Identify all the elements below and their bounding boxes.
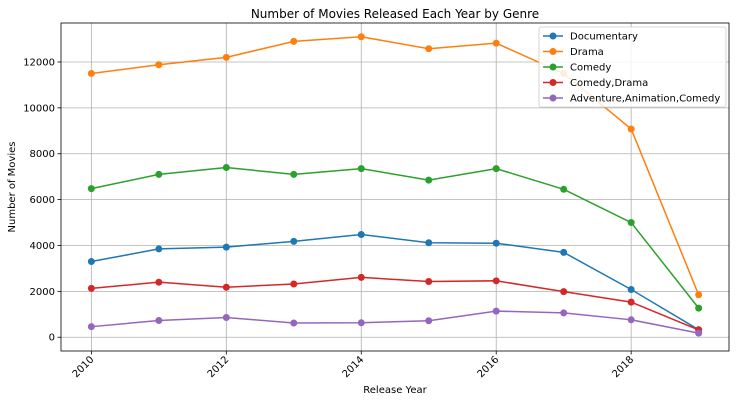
data-point <box>87 69 95 77</box>
data-point <box>357 273 365 281</box>
data-point <box>87 185 95 193</box>
legend-marker <box>549 32 557 40</box>
y-tick-label: 6000 <box>30 195 55 206</box>
data-point <box>357 230 365 238</box>
data-point <box>87 284 95 292</box>
x-axis-label: Release Year <box>363 385 427 396</box>
y-tick-label: 0 <box>49 333 55 344</box>
y-tick-label: 8000 <box>30 149 55 160</box>
data-point <box>627 286 635 294</box>
legend-label: Comedy,Drama <box>570 78 648 89</box>
data-point <box>222 314 230 322</box>
legend-box <box>538 26 727 108</box>
data-point <box>155 245 163 253</box>
legend-marker <box>549 48 557 55</box>
series-adventure-animation-comedy <box>87 307 703 337</box>
data-point <box>560 288 568 296</box>
data-point <box>155 316 163 324</box>
data-point <box>492 239 500 247</box>
data-point <box>492 277 500 285</box>
grid <box>61 23 729 351</box>
data-point <box>695 304 703 312</box>
legend-item-comedy: Comedy <box>543 63 611 74</box>
series-comedy <box>87 164 703 312</box>
data-point <box>290 37 298 45</box>
data-point <box>290 319 298 327</box>
legend-item-adventure-animation-comedy: Adventure,Animation,Comedy <box>543 94 720 105</box>
data-point <box>425 176 433 184</box>
data-point <box>492 307 500 315</box>
data-point <box>627 219 635 227</box>
data-point <box>357 165 365 173</box>
data-point <box>290 280 298 288</box>
data-point <box>492 165 500 173</box>
series-line <box>91 310 699 334</box>
y-tick-label: 4000 <box>30 241 55 252</box>
data-point <box>627 125 635 133</box>
legend-item-comedy-drama: Comedy,Drama <box>543 78 648 89</box>
y-tick-label: 10000 <box>23 103 55 114</box>
data-point <box>627 316 635 324</box>
data-point <box>425 239 433 247</box>
data-point <box>290 170 298 178</box>
data-point <box>560 248 568 256</box>
legend-label: Comedy <box>570 63 611 74</box>
data-point <box>695 291 703 299</box>
data-point <box>627 298 635 306</box>
data-point <box>155 170 163 178</box>
legend: Documentary Drama Comedy Comedy,Drama Advent… <box>538 26 727 108</box>
y-axis: 0 2000 4000 6000 8000 10000 12000 <box>23 57 61 344</box>
data-point <box>695 329 703 337</box>
data-point <box>87 323 95 331</box>
legend-label: Drama <box>570 47 604 58</box>
legend-item-drama: Drama <box>543 47 604 58</box>
data-point <box>290 237 298 245</box>
data-point <box>357 33 365 41</box>
y-tick-label: 2000 <box>30 287 55 298</box>
data-point <box>560 309 568 317</box>
chart-title: Number of Movies Released Each Year by G… <box>251 7 539 21</box>
data-point <box>357 319 365 327</box>
series-line <box>91 276 699 331</box>
data-point <box>560 185 568 193</box>
legend-marker <box>549 94 557 102</box>
legend-marker <box>549 63 557 71</box>
data-point <box>492 39 500 47</box>
data-point <box>155 278 163 286</box>
data-point <box>222 53 230 61</box>
data-point <box>155 61 163 69</box>
series-documentary <box>87 230 703 334</box>
legend-label: Adventure,Animation,Comedy <box>570 94 720 105</box>
data-point <box>425 317 433 325</box>
data-point <box>222 243 230 251</box>
data-point <box>222 164 230 172</box>
legend-label: Documentary <box>570 32 638 43</box>
data-point <box>87 258 95 266</box>
y-axis-label: Number of Movies <box>7 142 18 233</box>
plot-frame <box>60 22 730 352</box>
legend-item-documentary: Documentary <box>543 32 638 43</box>
data-point <box>222 283 230 291</box>
series-line <box>91 166 700 309</box>
series-line <box>91 233 700 331</box>
data-point <box>425 45 433 53</box>
data-point <box>425 278 433 286</box>
y-tick-label: 12000 <box>23 57 55 68</box>
legend-marker <box>549 79 557 86</box>
